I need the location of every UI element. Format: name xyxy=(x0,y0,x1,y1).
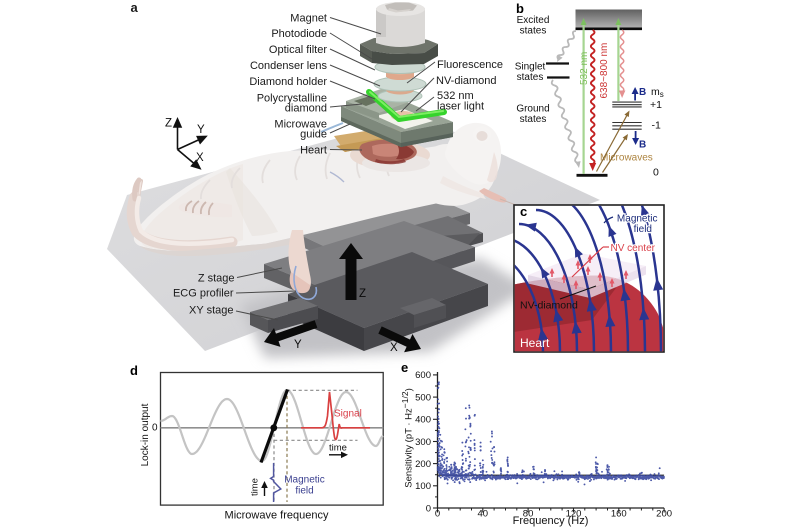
svg-text:0: 0 xyxy=(653,167,659,179)
svg-text:NV-diamond: NV-diamond xyxy=(436,75,497,87)
svg-text:Condenser lens: Condenser lens xyxy=(250,60,328,72)
svg-text:X: X xyxy=(390,342,398,354)
svg-text:0: 0 xyxy=(426,503,431,514)
svg-text:Y: Y xyxy=(294,339,302,351)
svg-text:X: X xyxy=(196,152,204,164)
svg-text:532 nm: 532 nm xyxy=(437,90,474,102)
svg-text:laser light: laser light xyxy=(437,101,484,113)
svg-text:80: 80 xyxy=(523,508,534,519)
svg-text:states: states xyxy=(520,114,547,125)
svg-text:Ground: Ground xyxy=(516,104,549,115)
svg-text:Y: Y xyxy=(197,124,205,136)
svg-text:400: 400 xyxy=(415,415,431,426)
svg-text:ECG profiler: ECG profiler xyxy=(173,288,234,300)
svg-text:a: a xyxy=(131,0,139,15)
svg-text:300: 300 xyxy=(415,437,431,448)
svg-text:Microwave frequency: Microwave frequency xyxy=(225,510,329,522)
svg-text:120: 120 xyxy=(566,508,582,519)
svg-text:time: time xyxy=(250,478,261,496)
svg-text:field: field xyxy=(295,486,313,497)
svg-text:B: B xyxy=(639,140,646,151)
svg-text:b: b xyxy=(516,1,524,16)
svg-text:532 nm: 532 nm xyxy=(579,52,590,85)
svg-text:+1: +1 xyxy=(650,99,662,111)
svg-text:XY stage: XY stage xyxy=(189,305,233,317)
svg-text:field: field xyxy=(634,224,652,235)
svg-text:e: e xyxy=(401,360,408,375)
svg-text:Lock-in output: Lock-in output xyxy=(140,403,151,466)
svg-text:NV center: NV center xyxy=(611,243,656,254)
svg-text:160: 160 xyxy=(611,508,627,519)
svg-text:Optical filter: Optical filter xyxy=(269,44,327,56)
svg-text:ms: ms xyxy=(651,86,664,99)
svg-text:638~800 nm: 638~800 nm xyxy=(599,43,610,99)
svg-text:Z stage: Z stage xyxy=(198,273,235,285)
svg-text:0: 0 xyxy=(152,423,158,434)
svg-text:Diamond holder: Diamond holder xyxy=(249,76,327,88)
svg-text:Z: Z xyxy=(359,288,366,300)
svg-text:time: time xyxy=(329,443,347,454)
svg-text:Heart: Heart xyxy=(300,145,327,157)
svg-text:B: B xyxy=(639,87,646,98)
svg-text:-1: -1 xyxy=(652,120,661,132)
svg-text:states: states xyxy=(520,26,547,37)
svg-text:Z: Z xyxy=(165,118,172,130)
svg-text:0: 0 xyxy=(435,508,440,519)
svg-text:40: 40 xyxy=(478,508,489,519)
svg-text:Microwaves: Microwaves xyxy=(600,153,653,164)
svg-text:Singlet: Singlet xyxy=(515,62,546,73)
svg-text:600: 600 xyxy=(415,370,431,381)
svg-text:200: 200 xyxy=(656,508,672,519)
svg-text:Magnet: Magnet xyxy=(290,13,327,25)
svg-text:100: 100 xyxy=(415,481,431,492)
svg-text:200: 200 xyxy=(415,459,431,470)
svg-text:Frequency (Hz): Frequency (Hz) xyxy=(513,515,589,527)
svg-text:Sensitivity (pT · Hz−1/2): Sensitivity (pT · Hz−1/2) xyxy=(400,388,415,488)
svg-text:500: 500 xyxy=(415,392,431,403)
svg-text:d: d xyxy=(130,363,138,378)
svg-text:Polycrystalline: Polycrystalline xyxy=(257,93,327,105)
svg-text:Microwave: Microwave xyxy=(274,119,327,131)
svg-text:Magnetic: Magnetic xyxy=(284,475,325,486)
svg-text:diamond: diamond xyxy=(285,103,327,115)
svg-text:Magnetic: Magnetic xyxy=(617,214,658,225)
svg-text:Fluorescence: Fluorescence xyxy=(437,59,503,71)
svg-text:guide: guide xyxy=(300,129,327,141)
svg-text:Heart: Heart xyxy=(520,336,550,350)
svg-text:c: c xyxy=(520,204,527,219)
svg-text:Photodiode: Photodiode xyxy=(271,28,327,40)
svg-text:Excited: Excited xyxy=(517,15,550,26)
svg-text:Signal: Signal xyxy=(334,409,362,420)
svg-text:states: states xyxy=(517,72,544,83)
svg-text:NV-diamond: NV-diamond xyxy=(520,300,578,312)
